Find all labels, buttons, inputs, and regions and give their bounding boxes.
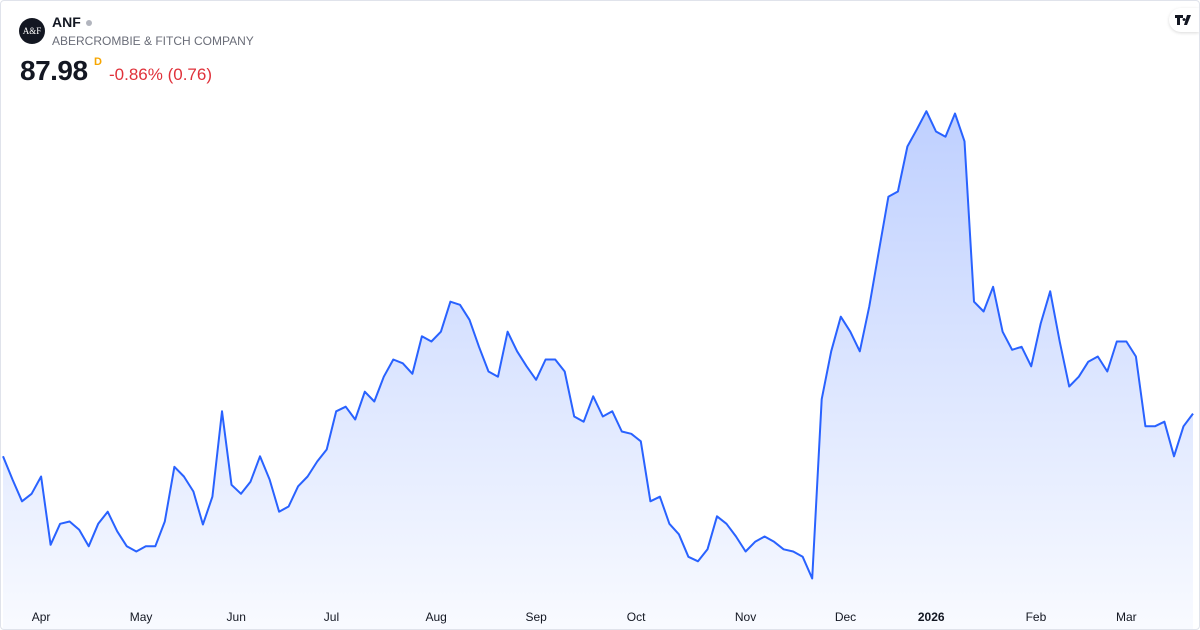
price-line xyxy=(2,110,1194,580)
x-tick-label: Feb xyxy=(1026,610,1047,624)
symbol: ANF xyxy=(52,14,81,30)
x-tick-label: 2026 xyxy=(918,610,945,624)
x-tick-label: Nov xyxy=(735,610,756,624)
company-name: ABERCROMBIE & FITCH COMPANY xyxy=(52,34,254,48)
x-tick-label: Apr xyxy=(32,610,51,624)
x-tick-label: May xyxy=(130,610,153,624)
change: -0.86% (0.76) xyxy=(109,65,212,84)
x-tick-label: Aug xyxy=(425,610,446,624)
x-tick-label: Dec xyxy=(835,610,856,624)
x-tick-label: Sep xyxy=(525,610,547,624)
brand-logo xyxy=(1175,15,1191,25)
x-tick-label: Oct xyxy=(627,610,646,624)
symbol-row: ANF xyxy=(52,14,92,30)
logo: A&F xyxy=(19,18,45,44)
x-tick-label: Mar xyxy=(1116,610,1137,624)
status-dot xyxy=(85,20,92,27)
interval: D xyxy=(94,56,102,68)
area-fill xyxy=(3,111,1193,629)
x-tick-label: Jun xyxy=(227,610,246,624)
brand-badge[interactable] xyxy=(1169,8,1199,32)
price: 87.98 xyxy=(20,55,88,86)
x-tick-label: Jul xyxy=(324,610,339,624)
